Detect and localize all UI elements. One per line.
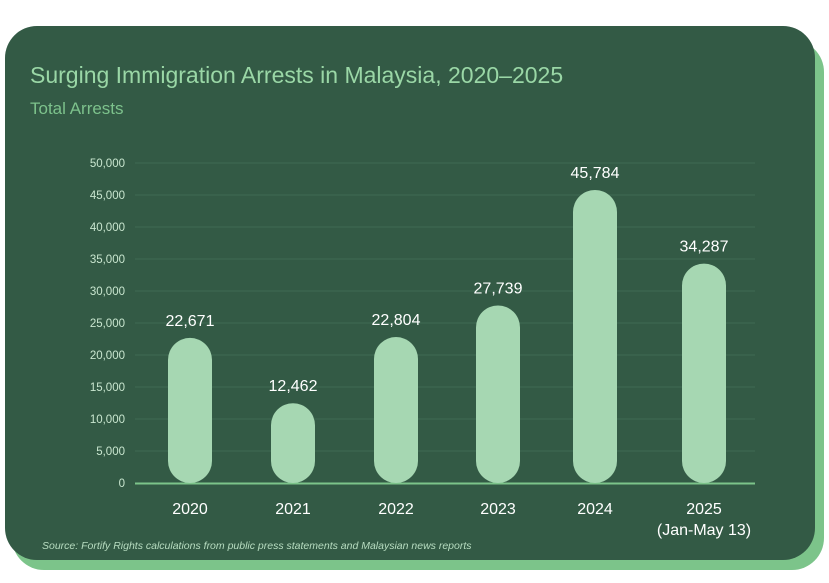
x-tick-label: 2020	[172, 501, 208, 518]
y-tick-label: 20,000	[90, 350, 125, 362]
source-note: Source: Fortify Rights calculations from…	[42, 540, 472, 552]
value-label: 22,804	[372, 312, 421, 329]
bar-2022	[374, 337, 418, 483]
x-tick-sublabel: (Jan-May 13)	[657, 522, 751, 539]
bar-2023	[476, 305, 520, 483]
y-tick-label: 0	[119, 478, 125, 490]
y-tick-label: 10,000	[90, 414, 125, 426]
y-tick-label: 40,000	[90, 222, 125, 234]
bar-2025	[682, 263, 726, 483]
chart-subtitle: Total Arrests	[30, 99, 124, 118]
y-tick-label: 30,000	[90, 286, 125, 298]
x-tick-label: 2022	[378, 501, 414, 518]
value-label: 12,462	[269, 378, 318, 395]
x-tick-label: 2023	[480, 501, 516, 518]
x-axis-labels: 2020 2021 2022 2023 2024 2025 (Jan-May 13)	[172, 501, 751, 539]
bar-2021	[271, 403, 315, 483]
y-tick-label: 45,000	[90, 190, 125, 202]
value-labels: 22,671 12,462 22,804 27,739 45,784 34,287	[166, 165, 729, 395]
value-label: 22,671	[166, 313, 215, 330]
y-axis-ticks: 0 5,000 10,000 15,000 20,000 25,000 30,000 35,0…	[90, 158, 125, 490]
bars	[168, 189, 726, 483]
value-label: 45,784	[571, 165, 620, 182]
chart-title: Surging Immigration Arrests in Malaysia,…	[30, 62, 564, 88]
gridlines	[135, 162, 755, 452]
y-tick-label: 50,000	[90, 158, 125, 170]
y-tick-label: 35,000	[90, 254, 125, 266]
y-tick-label: 25,000	[90, 318, 125, 330]
bar-2024	[573, 189, 617, 483]
y-tick-label: 5,000	[96, 446, 125, 458]
x-tick-label: 2021	[275, 501, 311, 518]
x-tick-label: 2024	[577, 501, 613, 518]
bar-2020	[168, 337, 212, 483]
value-label: 27,739	[474, 280, 523, 297]
y-tick-label: 15,000	[90, 382, 125, 394]
value-label: 34,287	[680, 239, 729, 256]
x-tick-label: 2025	[686, 501, 722, 518]
